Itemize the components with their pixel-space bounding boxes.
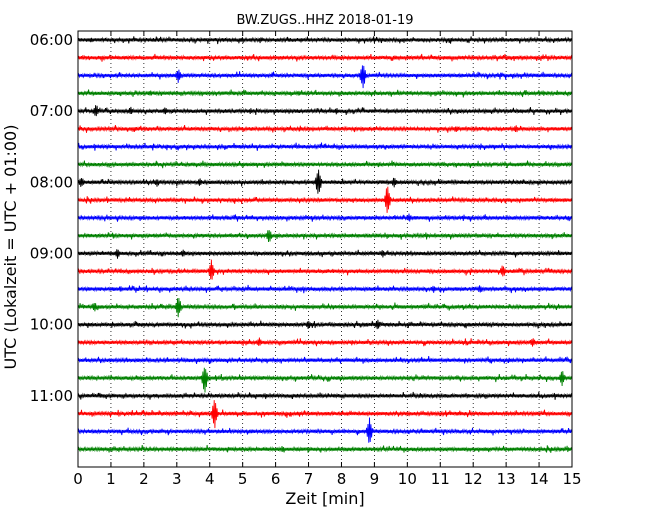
trace-0730 — [77, 142, 573, 151]
y-tick-label: 08:00 — [30, 173, 73, 191]
trace-0600 — [77, 36, 573, 45]
x-tick-label: 4 — [205, 470, 215, 488]
x-tick-label: 2 — [139, 470, 149, 488]
x-tick-label: 14 — [530, 470, 549, 488]
trace-0845 — [77, 230, 573, 243]
trace-0945 — [77, 297, 573, 318]
x-tick-label: 7 — [304, 470, 314, 488]
trace-1130 — [77, 417, 573, 443]
trace-0700 — [77, 105, 573, 117]
trace-0800 — [77, 169, 573, 194]
trace-0830 — [77, 213, 573, 222]
x-tick-label: 6 — [271, 470, 281, 488]
plot-frame — [77, 30, 573, 468]
trace-1030 — [77, 356, 573, 365]
x-tick-label: 8 — [337, 470, 347, 488]
x-tick-label: 11 — [431, 470, 450, 488]
trace-1045 — [77, 367, 573, 393]
trace-0915 — [77, 259, 573, 280]
trace-0815 — [77, 186, 573, 213]
trace-0615 — [77, 53, 573, 62]
x-axis-ticks: 0 1 2 3 4 5 6 7 8 9 10 11 12 13 14 15 — [73, 31, 582, 488]
x-tick-label: 0 — [73, 470, 83, 488]
x-tick-label: 12 — [464, 470, 483, 488]
trace-0745 — [77, 160, 573, 169]
trace-0900 — [77, 249, 573, 259]
trace-0715 — [77, 124, 573, 133]
trace-0930 — [77, 284, 573, 294]
y-tick-label: 07:00 — [30, 102, 73, 120]
trace-0630 — [77, 65, 573, 89]
grid-lines — [110, 31, 540, 467]
trace-1145 — [77, 444, 573, 453]
y-axis-ticks: 06:00 07:00 08:00 09:00 10:00 11:00 — [30, 31, 572, 405]
x-tick-label: 5 — [238, 470, 248, 488]
y-tick-label: 06:00 — [30, 31, 73, 49]
trace-1115 — [77, 400, 573, 429]
trace-1100 — [77, 391, 573, 400]
x-tick-label: 1 — [106, 470, 116, 488]
x-tick-label: 15 — [562, 470, 581, 488]
trace-1000 — [77, 319, 573, 330]
trace-0645 — [77, 89, 573, 98]
y-tick-label: 09:00 — [30, 244, 73, 262]
seismic-traces — [77, 36, 573, 453]
y-tick-label: 10:00 — [30, 316, 73, 334]
trace-1015 — [77, 337, 573, 347]
x-tick-label: 10 — [398, 470, 417, 488]
y-tick-label: 11:00 — [30, 387, 73, 405]
x-axis-label: Zeit [min] — [285, 489, 364, 508]
x-tick-label: 13 — [497, 470, 516, 488]
y-axis-label: UTC (Lokalzeit = UTC + 01:00) — [1, 125, 20, 370]
x-tick-label: 3 — [172, 470, 182, 488]
chart-title: BW.ZUGS..HHZ 2018-01-19 — [236, 13, 413, 28]
x-tick-label: 9 — [370, 470, 380, 488]
